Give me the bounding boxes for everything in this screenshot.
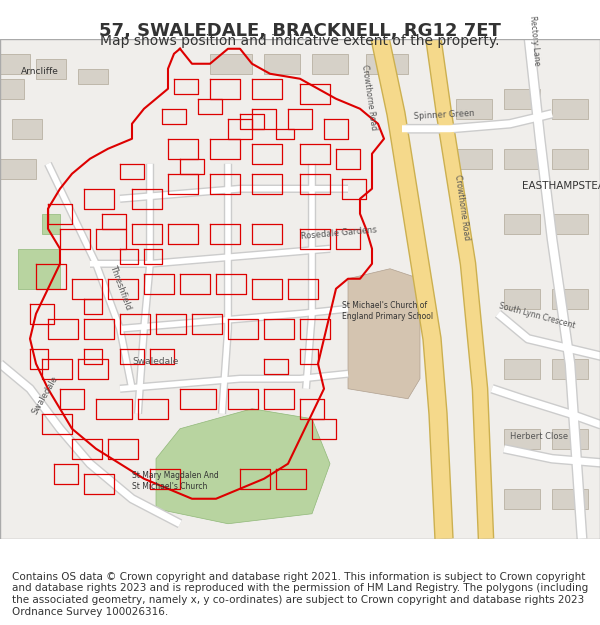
Polygon shape	[504, 89, 540, 109]
Polygon shape	[0, 159, 36, 179]
Text: Crowthorne Road: Crowthorne Road	[453, 174, 471, 241]
Text: Swaledale: Swaledale	[30, 374, 59, 416]
Polygon shape	[348, 269, 420, 399]
Polygon shape	[12, 119, 42, 139]
Polygon shape	[456, 99, 492, 119]
Polygon shape	[78, 69, 108, 84]
Text: South Lynn Crescent: South Lynn Crescent	[498, 302, 576, 331]
Polygon shape	[0, 54, 30, 74]
Polygon shape	[552, 149, 588, 169]
Polygon shape	[552, 429, 588, 449]
Polygon shape	[552, 99, 588, 119]
Polygon shape	[456, 149, 492, 169]
Polygon shape	[504, 429, 540, 449]
Polygon shape	[36, 59, 66, 79]
Polygon shape	[504, 289, 540, 309]
Polygon shape	[552, 359, 588, 379]
Text: Threshfield: Threshfield	[108, 263, 133, 311]
Text: St Michael's Church of
England Primary School: St Michael's Church of England Primary S…	[342, 301, 433, 321]
Polygon shape	[18, 249, 60, 289]
Polygon shape	[210, 54, 252, 74]
Text: Rectory Lane: Rectory Lane	[528, 15, 541, 66]
Polygon shape	[0, 79, 24, 99]
Polygon shape	[312, 54, 348, 74]
Polygon shape	[552, 214, 588, 234]
Polygon shape	[504, 149, 540, 169]
Text: EASTHAMPSTEAD: EASTHAMPSTEAD	[522, 181, 600, 191]
Text: Map shows position and indicative extent of the property.: Map shows position and indicative extent…	[100, 34, 500, 48]
Polygon shape	[264, 54, 300, 74]
Polygon shape	[504, 359, 540, 379]
Text: 57, SWALEDALE, BRACKNELL, RG12 7ET: 57, SWALEDALE, BRACKNELL, RG12 7ET	[99, 22, 501, 40]
Text: Swaledale: Swaledale	[132, 357, 178, 366]
Text: St Mary Magdalen And
St Michael's Church: St Mary Magdalen And St Michael's Church	[132, 471, 219, 491]
Polygon shape	[552, 489, 588, 509]
Text: Rosedale Gardens: Rosedale Gardens	[300, 225, 377, 241]
Polygon shape	[504, 214, 540, 234]
Polygon shape	[504, 489, 540, 509]
Polygon shape	[156, 409, 330, 524]
Text: Contains OS data © Crown copyright and database right 2021. This information is : Contains OS data © Crown copyright and d…	[12, 572, 588, 617]
Text: Arncliffe: Arncliffe	[21, 67, 59, 76]
Polygon shape	[42, 214, 60, 234]
Text: Crowthorne Road: Crowthorne Road	[360, 64, 378, 131]
Text: Spinner Green: Spinner Green	[414, 109, 475, 121]
Polygon shape	[366, 54, 408, 74]
Text: Herbert Close: Herbert Close	[510, 432, 568, 441]
Polygon shape	[552, 289, 588, 309]
